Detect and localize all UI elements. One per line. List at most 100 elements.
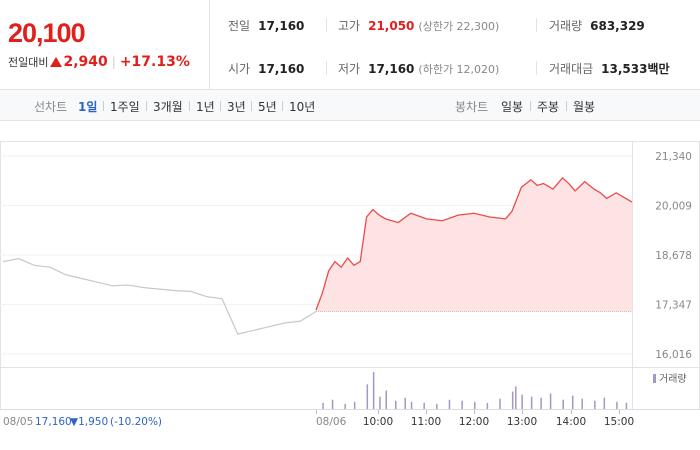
prev-day-line — [2, 258, 317, 335]
volume-bar — [331, 399, 334, 409]
y-tick-label: 20,009 — [655, 201, 692, 213]
tab-divider — [220, 101, 221, 111]
stat-value: 683,329 — [590, 19, 645, 33]
volume-bar — [344, 403, 346, 409]
x-tick-label: 12:00 — [459, 416, 489, 428]
volume-bar — [594, 400, 596, 409]
tab-5y[interactable]: 5년 — [258, 100, 277, 114]
volume-bar — [581, 398, 583, 409]
chart-toolbar: 선차트 1일 1주일 3개월 1년 3년 5년 10년 봉차트 일봉 주봉 월봉 — [0, 90, 700, 121]
prev-day-date: 08/05 — [3, 416, 33, 428]
divider — [326, 18, 327, 32]
tab-10y[interactable]: 10년 — [289, 100, 316, 114]
stat-high: 고가 21,050 (상한가 22,300) — [338, 17, 499, 34]
y-tick-label: 16,016 — [655, 349, 692, 361]
stat-open: 시가 17,160 — [228, 60, 304, 77]
tab-daily-candle[interactable]: 일봉 — [501, 100, 524, 114]
tab-divider — [566, 101, 567, 111]
candle-chart-label: 봉차트 — [455, 100, 489, 114]
stat-sub: (상한가 22,300) — [418, 20, 500, 33]
tab-weekly-candle[interactable]: 주봉 — [537, 100, 560, 114]
divider — [536, 18, 537, 32]
volume-bar — [410, 401, 413, 409]
y-tick-label: 17,347 — [655, 300, 692, 312]
volume-bar — [366, 384, 369, 409]
divider — [326, 61, 327, 75]
y-tick-label: 18,678 — [655, 250, 692, 262]
current-price: 20,100 — [8, 18, 86, 48]
volume-legend-label: 거래량 — [659, 373, 687, 385]
tab-divider — [189, 101, 190, 111]
divider — [536, 61, 537, 75]
stat-value: 17,160 — [258, 19, 305, 33]
stat-sub: (하한가 12,020) — [418, 63, 500, 76]
tab-divider — [530, 101, 531, 111]
stat-label: 거래대금 — [549, 62, 594, 76]
volume-bar — [625, 402, 628, 409]
volume-bar — [404, 397, 406, 409]
prev-day-change: ▼1,950 — [70, 416, 108, 428]
volume-bar — [515, 386, 517, 409]
volume-bar — [603, 397, 606, 409]
price-chart[interactable]: 21,340 20,009 18,678 17,347 16,016 거래량 08/05 17… — [0, 121, 700, 450]
stat-value: 13,533 — [601, 62, 648, 76]
volume-bar — [562, 399, 564, 409]
stat-label: 고가 — [338, 19, 361, 33]
stat-unit: 백만 — [647, 62, 670, 76]
volume-bar — [486, 402, 489, 409]
tab-divider — [103, 101, 104, 111]
stat-label: 시가 — [228, 62, 251, 76]
stock-summary: 20,100 전일대비 2,940 | +17.13% 전일 17,160 고가 2… — [0, 0, 700, 90]
prev-day-change-percent: (-10.20%) — [110, 416, 162, 428]
change-divider: | — [111, 55, 116, 69]
volume-bar — [372, 372, 375, 409]
tab-3m[interactable]: 3개월 — [153, 100, 183, 114]
tab-monthly-candle[interactable]: 월봉 — [573, 100, 596, 114]
volume-bar — [540, 397, 542, 409]
volume-bar — [353, 401, 356, 409]
tab-1w[interactable]: 1주일 — [110, 100, 140, 114]
volume-bar — [521, 394, 523, 409]
volume-bar — [511, 391, 514, 409]
tab-3y[interactable]: 3년 — [227, 100, 246, 114]
tab-divider — [282, 101, 283, 111]
current-price-box: 20,100 전일대비 2,940 | +17.13% — [0, 0, 210, 90]
volume-bar — [436, 403, 438, 409]
tab-1d[interactable]: 1일 — [78, 100, 98, 114]
x-tick-label: 08/06 — [316, 416, 347, 428]
stat-value: 17,160 — [258, 62, 305, 76]
volume-bar — [616, 401, 618, 409]
volume-bar — [322, 402, 324, 409]
x-tick-label: 10:00 — [363, 416, 393, 428]
y-tick-label: 21,340 — [655, 151, 692, 163]
stat-label: 거래량 — [549, 19, 583, 33]
volume-bar — [385, 390, 388, 409]
volume-bar — [379, 396, 381, 409]
tab-divider — [251, 101, 252, 111]
volume-bar — [423, 402, 425, 409]
x-tick-label: 14:00 — [556, 416, 586, 428]
stat-value: 21,050 — [368, 19, 415, 33]
stat-label: 전일 — [228, 19, 251, 33]
price-chart-svg: 21,340 20,009 18,678 17,347 16,016 거래량 08/05 17… — [0, 141, 700, 428]
volume-bar — [571, 395, 574, 409]
change-label: 전일대비 — [8, 56, 49, 69]
volume-bar — [549, 393, 552, 409]
up-arrow-icon — [50, 57, 63, 67]
stat-low: 저가 17,160 (하한가 12,020) — [338, 60, 499, 77]
volume-bar — [448, 399, 451, 409]
tab-divider — [146, 101, 147, 111]
change-percent: +17.13% — [119, 54, 190, 70]
tab-1y[interactable]: 1년 — [196, 100, 215, 114]
stat-volume: 거래량 683,329 — [549, 17, 645, 34]
volume-bar — [499, 398, 501, 409]
stat-label: 저가 — [338, 62, 361, 76]
stat-value: 17,160 — [368, 62, 415, 76]
volume-legend-swatch — [653, 374, 656, 383]
x-tick-label: 13:00 — [507, 416, 537, 428]
line-chart-label: 선차트 — [34, 100, 68, 114]
volume-bar — [530, 396, 533, 409]
volume-bar — [474, 401, 476, 409]
price-change: 전일대비 2,940 | +17.13% — [8, 54, 190, 70]
x-tick-label: 15:00 — [604, 416, 634, 428]
